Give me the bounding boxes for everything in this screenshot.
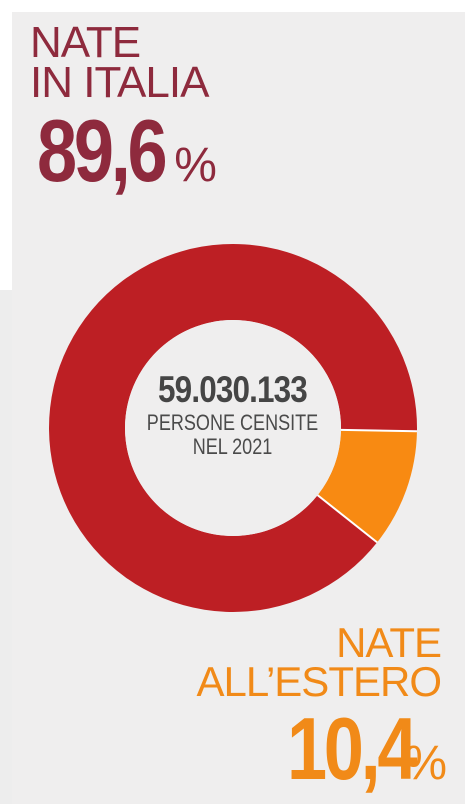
percentage-italia-number: 89,6 xyxy=(37,101,168,200)
percentage-estero: 10,4% xyxy=(259,705,447,793)
center-total: 59.030.133 xyxy=(158,369,308,410)
center-caption: PERSONE CENSITE NEL 2021 xyxy=(146,410,319,459)
donut-chart xyxy=(49,243,417,612)
left-strip xyxy=(0,290,12,804)
label-estero: NATE ALL’ESTERO xyxy=(196,619,442,705)
donut-hole xyxy=(125,320,341,536)
label-italia: NATE IN ITALIA xyxy=(30,18,209,107)
donut-separator-1 xyxy=(340,428,417,433)
percentage-estero-symbol: % xyxy=(404,737,447,790)
donut-separator-2 xyxy=(316,494,378,544)
donut-slice-italia xyxy=(49,243,417,612)
percentage-estero-number: 10,4 xyxy=(286,699,418,798)
percentage-italia: 89,6% xyxy=(37,107,217,195)
percentage-italia-symbol: % xyxy=(174,139,217,192)
